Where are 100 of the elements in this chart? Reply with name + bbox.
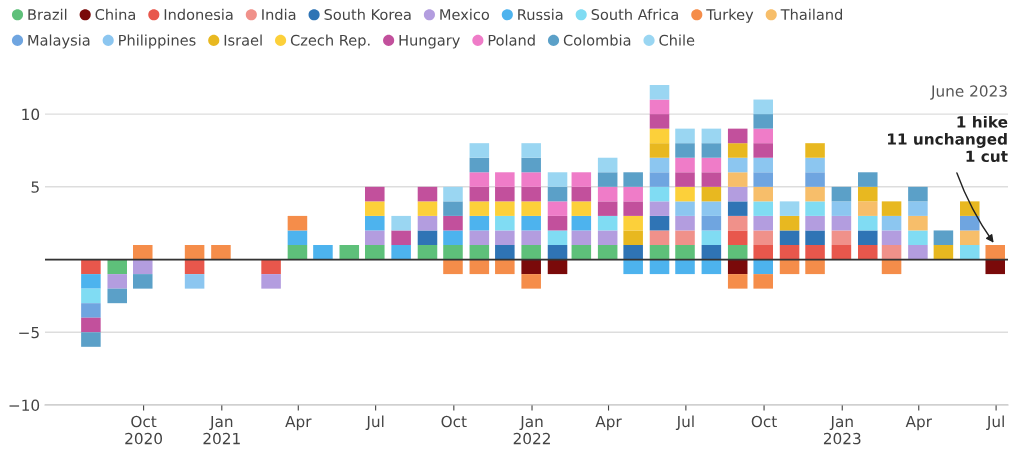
bar [417,230,438,245]
bar [184,245,205,260]
bar [649,230,670,245]
bar [443,230,463,245]
bar [495,215,515,231]
bar [521,274,541,289]
bar [547,245,568,260]
bar [753,215,773,231]
bar [881,259,902,275]
bar [107,259,128,275]
bar [701,172,722,187]
legend-label: Turkey [706,8,754,23]
bar [107,274,128,289]
bar [495,259,515,275]
bar [727,259,748,275]
bar [132,245,153,260]
legend-label: Poland [488,34,535,46]
bar [959,245,980,260]
y-tick-label: 5 [31,181,39,193]
bar [81,288,101,304]
x-tick-label: Oct [751,415,777,428]
bar [933,245,954,260]
bar [933,230,954,245]
bar [805,215,825,231]
bar [571,245,592,260]
bar [675,259,695,275]
bar [495,186,515,202]
bar [753,172,773,187]
bar [805,157,825,173]
y-tick-label: −5 [19,326,39,339]
legend-label: Philippines [119,34,196,49]
bar [521,245,541,260]
bar [469,230,490,245]
legend-label: Colombia [563,34,631,46]
bar [727,128,748,144]
bar [675,186,695,202]
bar [339,245,360,260]
bar [649,157,670,173]
bar [675,172,695,187]
bar [313,245,333,260]
bar [649,201,670,216]
bar [495,245,515,260]
bar [727,143,748,158]
x-tick-label: Jul [986,415,1004,431]
bar [831,215,852,231]
x-tick-label: Apr [595,415,622,431]
legend-label: Russia [518,8,563,21]
bar [443,245,463,260]
bar [675,245,695,260]
bar [727,215,748,231]
bar [469,201,490,216]
bar [365,245,385,260]
bar [547,259,568,275]
bar [521,215,541,231]
bar [495,172,515,187]
bar [623,201,643,216]
bar [805,172,825,187]
bar [649,215,670,231]
x-tick-label: Jan 2023 [823,415,861,445]
bar [597,230,618,245]
bar [675,143,695,158]
bar [547,201,568,216]
bar [184,274,205,289]
bar [857,186,878,202]
bar [184,259,205,275]
bar [417,245,438,260]
bar [649,128,670,144]
bar [547,215,568,231]
bar [521,259,541,275]
legend-label: Hungary [399,34,460,49]
x-tick-label: Jul [365,415,384,431]
bar [675,215,695,231]
bar [727,274,748,289]
legend-label: Malaysia [28,34,90,49]
bar [908,186,928,202]
bar [831,245,852,260]
bar [649,143,670,158]
y-tick-label: −10 [9,399,40,412]
legend-label: Indonesia [164,8,233,21]
bar [701,143,722,158]
legend-label: South Korea [324,8,411,21]
bar [753,99,773,115]
annotation: 1 hike 11 unchanged 1 cut [888,115,1008,163]
bar [753,230,773,245]
bar [831,186,852,202]
bar [779,201,800,216]
bar [701,157,722,173]
bar [469,143,490,158]
legend-label: India [262,8,296,21]
bar [287,245,308,260]
bar [521,157,541,173]
bar [805,259,825,275]
bar [597,201,618,216]
bar [649,114,670,129]
bar [701,128,722,144]
bar [391,230,411,245]
bar [287,230,308,245]
bar [831,230,852,245]
bar [881,215,902,231]
x-tick-label: Apr [905,415,932,431]
